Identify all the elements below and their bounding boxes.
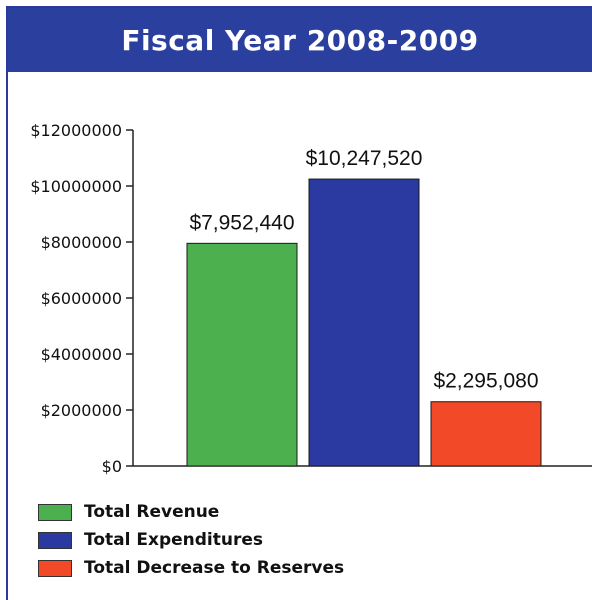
bar-data-label: $7,952,440 xyxy=(189,211,294,234)
y-tick-label: $8000000 xyxy=(41,233,122,252)
chart-title: Fiscal Year 2008-2009 xyxy=(8,8,592,72)
legend-item: Total Revenue xyxy=(38,498,344,526)
y-tick-label: $0 xyxy=(102,457,122,476)
y-tick-label: $6000000 xyxy=(41,289,122,308)
legend-swatch xyxy=(38,531,72,549)
legend-label: Total Decrease to Reserves xyxy=(84,558,345,578)
bar-data-label: $10,247,520 xyxy=(306,147,423,170)
y-tick-label: $12000000 xyxy=(30,121,122,140)
legend-swatch xyxy=(38,503,72,521)
legend-label: Total Expenditures xyxy=(84,530,263,550)
legend-item: Total Expenditures xyxy=(38,526,344,554)
bar-data-label: $2,295,080 xyxy=(433,370,538,393)
legend-item: Total Decrease to Reserves xyxy=(38,554,344,582)
bar xyxy=(308,178,420,467)
legend-swatch xyxy=(38,559,72,577)
chart-frame: Fiscal Year 2008-2009 xyxy=(6,6,592,600)
bar xyxy=(186,242,298,467)
legend-label: Total Revenue xyxy=(84,502,220,522)
y-tick-label: $2000000 xyxy=(41,401,122,420)
y-tick-label: $10000000 xyxy=(30,177,122,196)
legend: Total Revenue Total Expenditures Total Dec… xyxy=(38,498,344,582)
bar xyxy=(430,401,542,467)
y-tick-label: $4000000 xyxy=(41,345,122,364)
